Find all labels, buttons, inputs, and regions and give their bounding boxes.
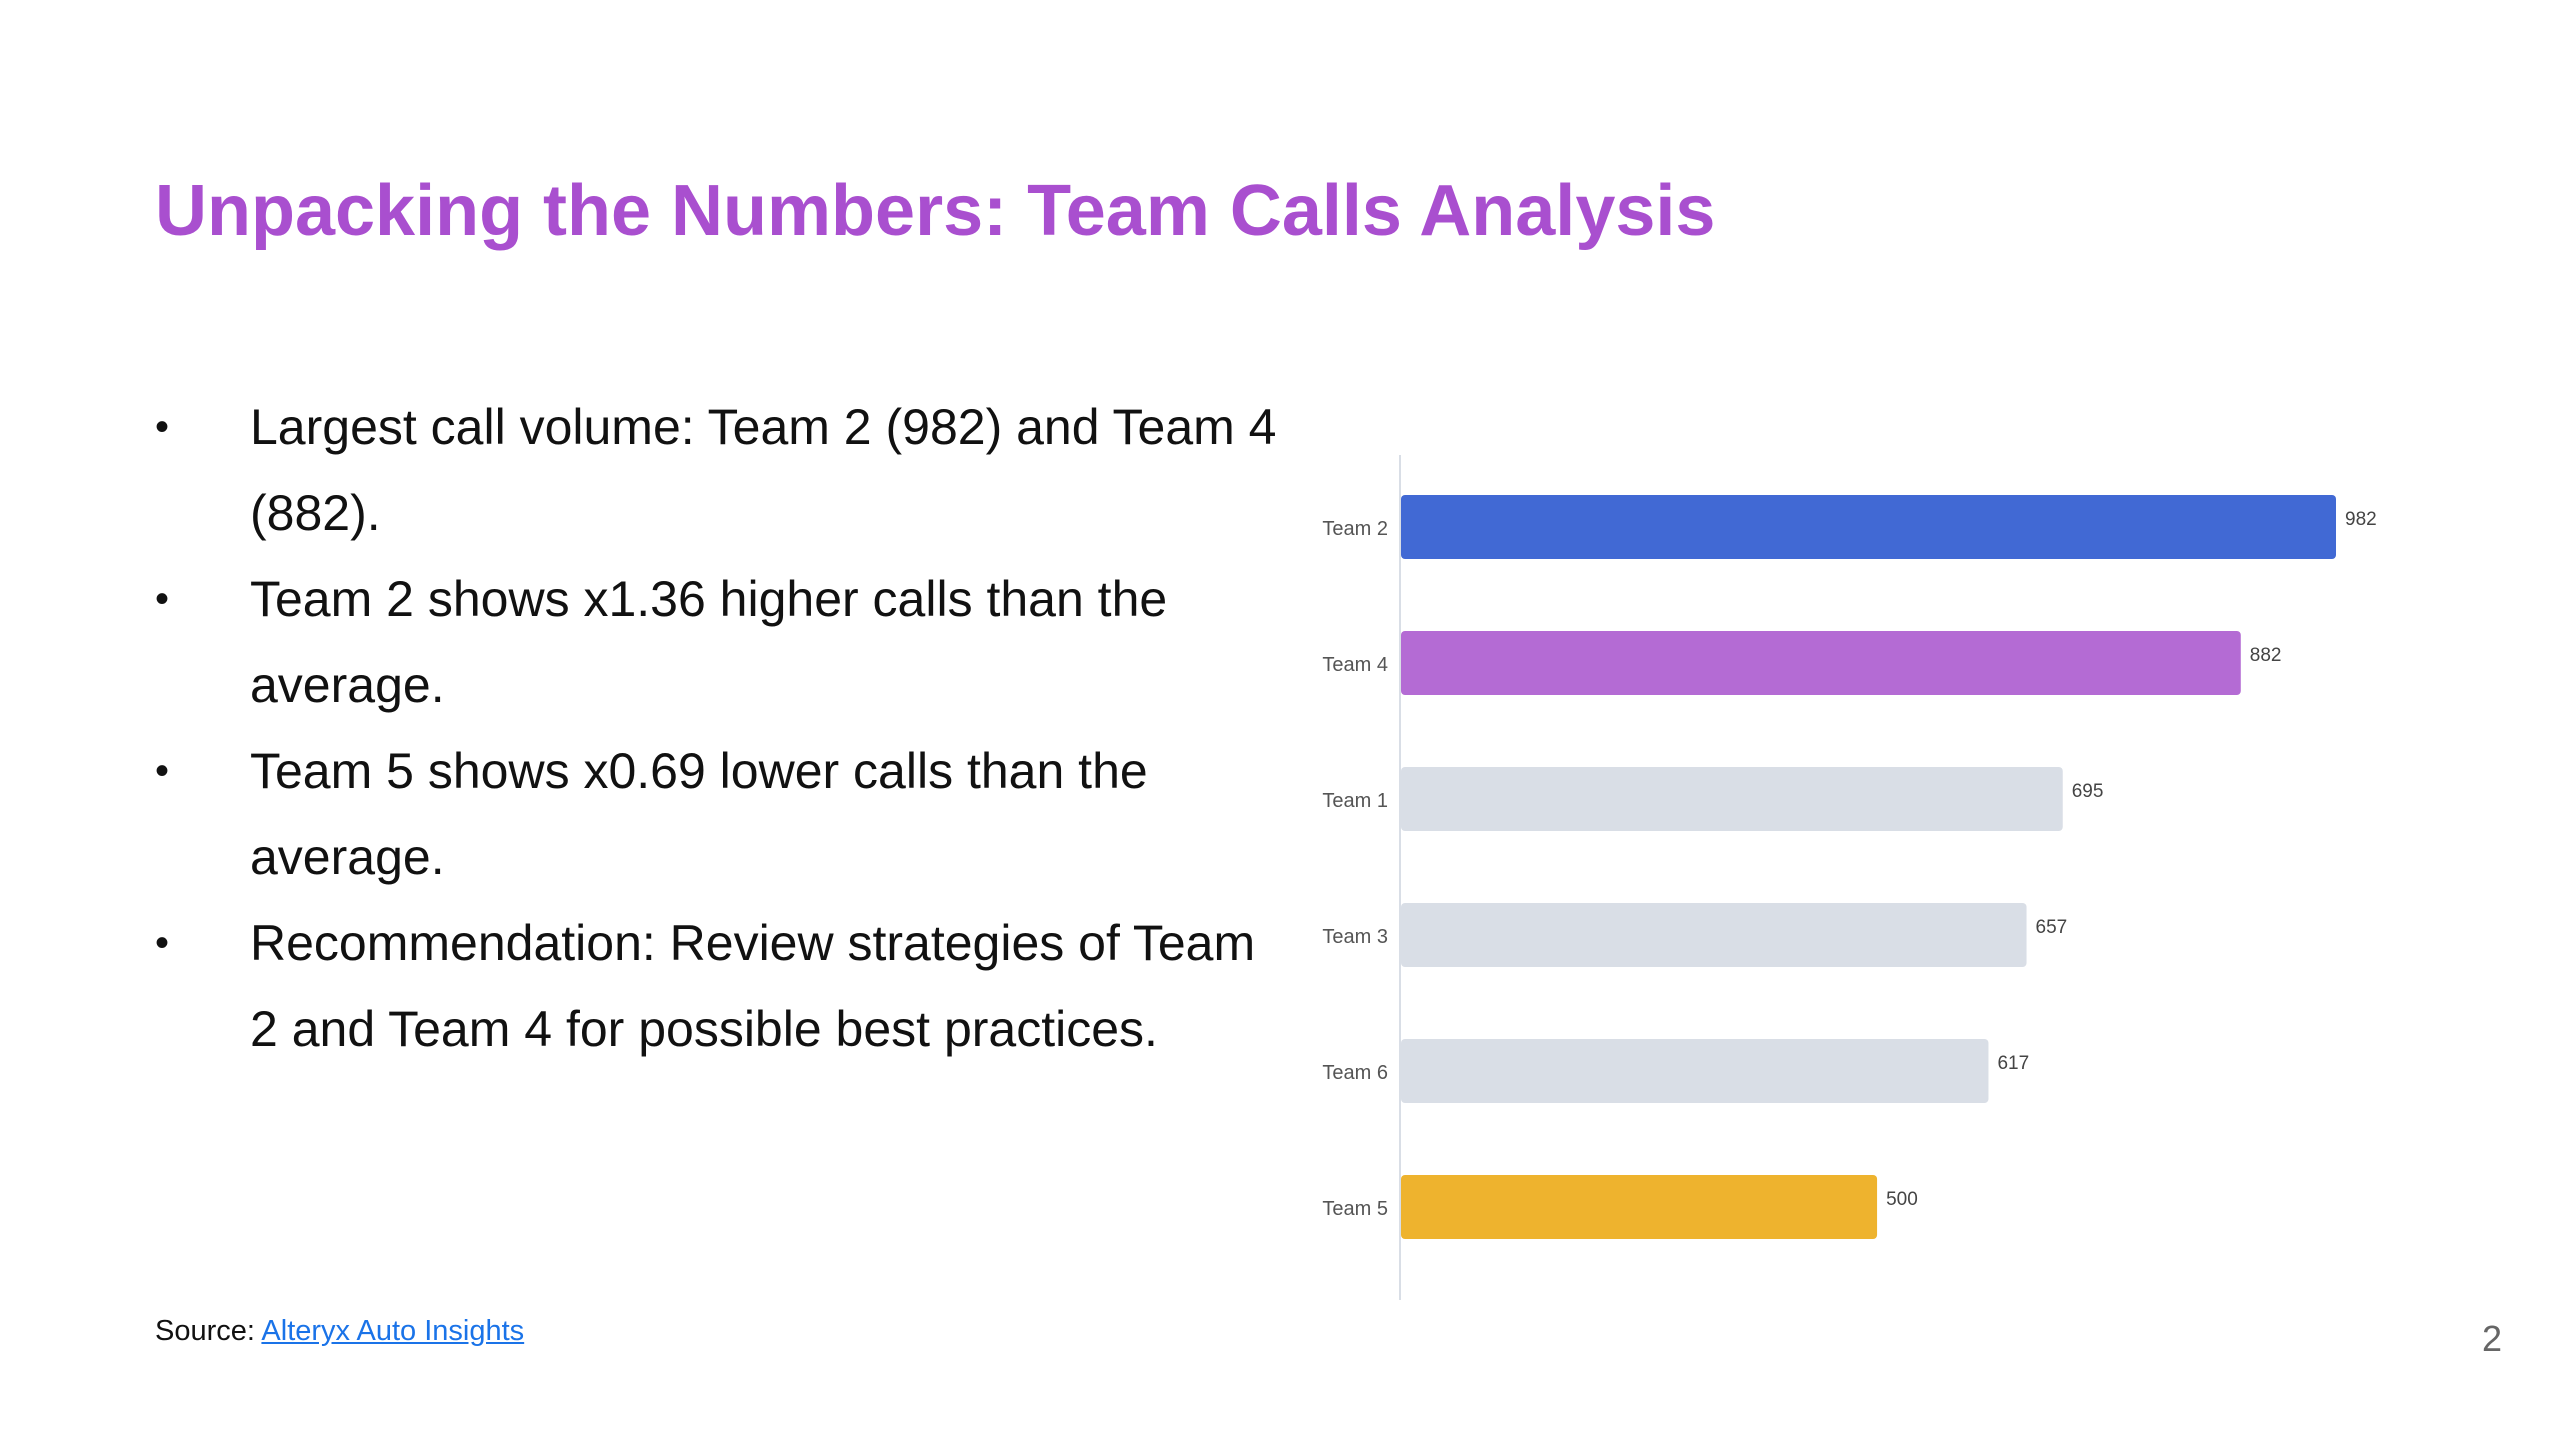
bullet-text: Team 5 shows x0.69 lower calls than the … (250, 743, 1148, 885)
bar-team-4 (1401, 631, 2241, 695)
bullet-list: • Largest call volume: Team 2 (982) and … (155, 384, 1280, 1072)
data-label-team-6: 617 (1997, 1053, 2029, 1074)
source-footer: Source: Alteryx Auto Insights (155, 1315, 524, 1348)
bullet-marker: • (155, 577, 170, 621)
bullet-text: Largest call volume: Team 2 (982) and Te… (250, 399, 1277, 541)
bar-team-3 (1401, 903, 2027, 967)
bullet-marker: • (155, 405, 170, 449)
chart-canvas: Team 2 982 Team 4 882 Team 1 695 Team 3 657 Team… (1322, 455, 2377, 1300)
bullet-marker: • (155, 921, 170, 965)
tick-label-team-2: Team 2 (1322, 518, 1388, 540)
bullet-marker: • (155, 749, 170, 793)
source-link[interactable]: Alteryx Auto Insights (261, 1315, 525, 1347)
tick-label-team-4: Team 4 (1322, 654, 1388, 676)
bar-team-1 (1401, 767, 2063, 831)
calls-bar-chart: Team 2 982 Team 4 882 Team 1 695 Team 3 657 Team… (1290, 455, 2430, 1300)
source-label: Source: (155, 1315, 255, 1347)
tick-label-team-3: Team 3 (1322, 926, 1388, 948)
tick-label-team-6: Team 6 (1322, 1062, 1388, 1084)
bullet-item: • Team 5 shows x0.69 lower calls than th… (155, 728, 1280, 900)
tick-label-team-1: Team 1 (1322, 790, 1388, 812)
page-number: 2 (2481, 1318, 2502, 1359)
bullet-text: Recommendation: Review strategies of Tea… (250, 915, 1256, 1057)
slide-title: Unpacking the Numbers: Team Calls Analys… (155, 171, 1716, 251)
bar-team-5 (1401, 1175, 1878, 1239)
data-label-team-3: 657 (2036, 917, 2068, 938)
bar-team-2 (1401, 495, 2336, 559)
bullet-item: • Team 2 shows x1.36 higher calls than t… (155, 556, 1280, 728)
data-label-team-5: 500 (1886, 1189, 1918, 1210)
bullet-item: • Recommendation: Review strategies of T… (155, 900, 1280, 1072)
tick-label-team-5: Team 5 (1322, 1198, 1388, 1220)
bullet-text: Team 2 shows x1.36 higher calls than the… (250, 571, 1168, 713)
bullet-item: • Largest call volume: Team 2 (982) and … (155, 384, 1280, 556)
bar-team-6 (1401, 1039, 1989, 1103)
data-label-team-4: 882 (2250, 645, 2282, 666)
data-label-team-2: 982 (2345, 509, 2377, 530)
data-label-team-1: 695 (2072, 781, 2104, 802)
